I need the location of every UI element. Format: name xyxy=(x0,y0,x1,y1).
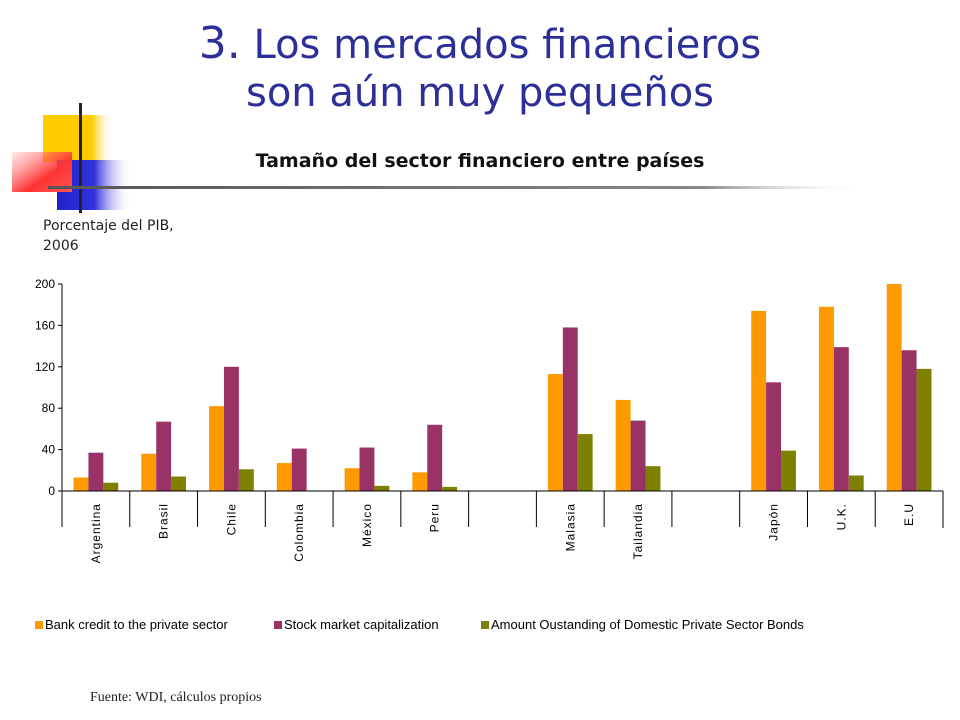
legend-label: Amount Oustanding of Domestic Private Se… xyxy=(491,617,804,632)
bar xyxy=(412,472,428,491)
bar xyxy=(562,327,578,491)
legend: Bank credit to the private sector Stock m… xyxy=(35,617,935,635)
bar xyxy=(88,452,104,491)
slide-title-number: 3. xyxy=(198,18,241,69)
bar xyxy=(886,284,902,491)
bar xyxy=(577,434,593,491)
y-tick-label: 120 xyxy=(35,360,55,374)
bar xyxy=(209,406,224,491)
bar xyxy=(276,463,292,491)
x-tick-label: Malasia xyxy=(563,503,577,551)
x-tick-label: Argentina xyxy=(89,503,103,563)
bars xyxy=(73,284,932,491)
bar xyxy=(73,477,89,491)
legend-item: Stock market capitalization xyxy=(274,617,439,632)
bar xyxy=(916,368,932,491)
legend-swatch xyxy=(35,620,43,629)
legend-label: Stock market capitalization xyxy=(284,617,439,632)
slide-title: 3. Los mercados financieros son aún muy … xyxy=(120,20,840,117)
bar xyxy=(156,421,172,491)
y-axis: 0 40 80 120 160 200 xyxy=(35,277,63,498)
bar xyxy=(374,485,390,491)
x-tick-label: Japón xyxy=(767,503,781,541)
y-tick-label: 200 xyxy=(35,277,55,291)
bar xyxy=(751,310,767,491)
source-note: Fuente: WDI, cálculos propios xyxy=(90,690,262,705)
x-tick-label: México xyxy=(360,503,374,547)
bar xyxy=(359,447,375,491)
y-tick-label: 40 xyxy=(42,443,56,457)
legend-label: Bank credit to the private sector xyxy=(45,617,228,632)
bar xyxy=(848,475,864,491)
y-tick-label: 160 xyxy=(35,318,55,332)
x-tick-label: Peru xyxy=(428,503,442,532)
slide-title-line1: 3. Los mercados financieros xyxy=(120,20,840,69)
x-tick-label: U.K. xyxy=(834,503,848,530)
bar xyxy=(615,399,631,491)
bar xyxy=(344,468,360,491)
x-tick-label: Chile xyxy=(224,503,238,535)
slide-title-text1: Los mercados financieros xyxy=(253,22,762,68)
bar xyxy=(781,450,796,491)
bar xyxy=(818,306,834,491)
bar xyxy=(442,486,458,491)
bar-chart: 0 40 80 120 160 200 Argentina Brasil Chile Colom… xyxy=(35,277,944,563)
bar xyxy=(223,366,239,491)
legend-item: Bank credit to the private sector xyxy=(35,617,228,632)
x-axis: Argentina Brasil Chile Colombia México Peru Ma… xyxy=(61,490,944,563)
deco-horizontal-line xyxy=(48,186,868,189)
bar xyxy=(291,448,307,491)
legend-swatch xyxy=(274,620,282,629)
bar xyxy=(630,420,646,491)
bar xyxy=(833,347,849,491)
chart-title: Tamaño del sector financiero entre paíse… xyxy=(255,150,705,172)
deco-vertical-line xyxy=(79,103,82,213)
bar xyxy=(645,466,661,491)
legend-swatch xyxy=(481,620,489,629)
deco-red-square xyxy=(12,152,72,192)
x-tick-label: Tailandia xyxy=(631,503,645,559)
y-axis-label: Porcentaje del PIB, 2006 xyxy=(43,218,174,254)
legend-item: Amount Oustanding of Domestic Private Se… xyxy=(481,617,804,632)
slide-decoration xyxy=(12,103,868,213)
bar xyxy=(547,374,563,491)
x-tick-label: Colombia xyxy=(292,503,306,562)
bar xyxy=(427,424,443,491)
slide-title-line2: son aún muy pequeños xyxy=(245,70,715,116)
y-tick-label: 80 xyxy=(42,401,56,415)
bar xyxy=(171,476,187,491)
bar xyxy=(766,382,782,491)
bar xyxy=(141,453,157,491)
bar xyxy=(103,482,119,491)
x-tick-label: E.U xyxy=(902,503,916,526)
bar xyxy=(238,469,254,491)
bar xyxy=(901,350,917,491)
x-tick-label: Brasil xyxy=(157,503,171,539)
y-tick-label: 0 xyxy=(48,484,55,498)
